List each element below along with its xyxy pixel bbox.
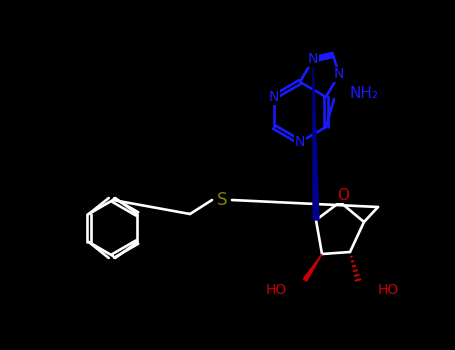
Text: N: N	[334, 68, 344, 82]
Polygon shape	[303, 254, 322, 281]
Text: HO: HO	[378, 283, 399, 297]
Text: S: S	[217, 191, 227, 209]
Text: HO: HO	[266, 283, 287, 297]
Text: N: N	[308, 52, 318, 66]
Text: N: N	[269, 90, 279, 104]
Text: NH₂: NH₂	[350, 86, 379, 102]
Text: O: O	[337, 188, 349, 203]
Polygon shape	[313, 60, 319, 220]
Text: N: N	[295, 135, 305, 149]
